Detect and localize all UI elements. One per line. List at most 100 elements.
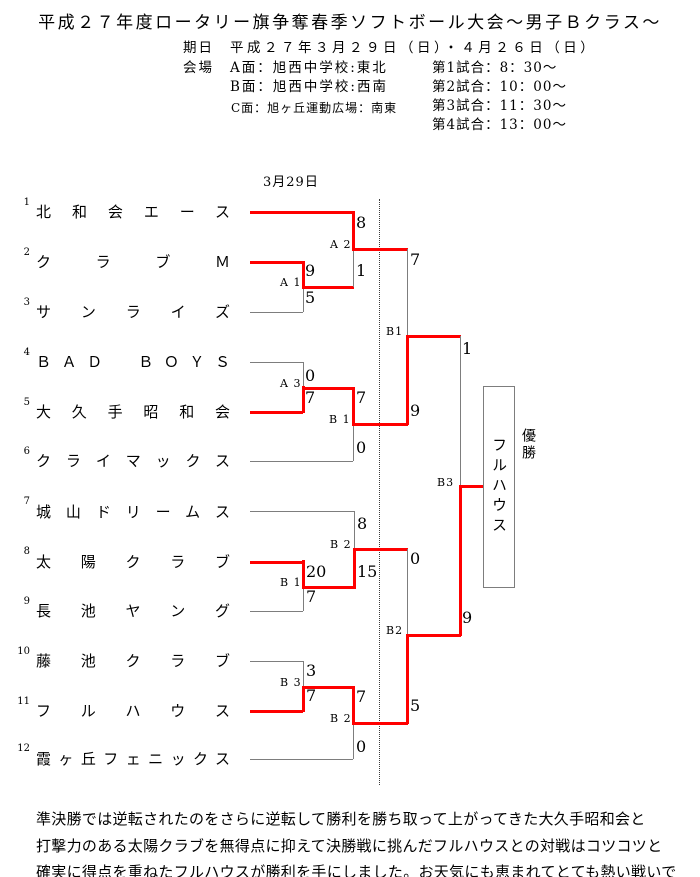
venue-b: B面：旭西中学校:西南: [230, 79, 388, 95]
connector-line: [406, 335, 461, 338]
team-seed: 3: [23, 297, 30, 308]
connector-line: [406, 634, 409, 724]
match-label: B3: [437, 476, 455, 489]
match-score: 9: [305, 261, 316, 280]
connector-line: [459, 485, 484, 488]
connector-line: [353, 424, 354, 461]
round-date-label: 3月29日: [263, 175, 319, 190]
round-divider-line: [379, 199, 380, 785]
venue-c: C面：旭ヶ丘運動広場：南東: [231, 101, 398, 115]
connector-line: [250, 461, 353, 462]
team-name: フルハウス: [36, 702, 230, 720]
venue-a: A面：旭西中学校:東北: [230, 60, 388, 76]
connector-line: [250, 261, 303, 264]
match-score: 3: [306, 661, 317, 680]
game-time-4: 第4試合：13：00～: [432, 117, 567, 133]
match-label: B1: [386, 325, 404, 338]
match-score: 0: [356, 438, 367, 457]
team-name: クライマックス: [36, 452, 230, 470]
connector-line: [250, 561, 303, 564]
team-name: サンライズ: [36, 303, 230, 321]
connector-line: [303, 362, 304, 388]
date-label: 期日: [183, 40, 214, 56]
connector-line: [250, 611, 303, 612]
match-score: 9: [462, 608, 473, 627]
match-score: 7: [306, 686, 317, 705]
team-seed: 1: [23, 197, 30, 208]
match-score: 1: [356, 261, 367, 280]
connector-line: [302, 387, 354, 390]
champion-label: 優勝: [520, 428, 536, 462]
match-label: B 3: [280, 676, 302, 689]
connector-line: [459, 485, 462, 636]
connector-line: [303, 288, 304, 312]
summary-line: 打撃力のある太陽クラブを無得点に抑えて決勝戦に挑んだフルハウスとの対戦はコツコツ…: [36, 836, 663, 855]
game-time-1: 第1試合：8：30～: [432, 60, 558, 76]
team-seed: 9: [23, 596, 30, 607]
connector-line: [352, 686, 355, 724]
connector-line: [302, 586, 355, 589]
match-label: B2: [386, 624, 404, 637]
game-time-2: 第2試合：10：00～: [432, 79, 567, 95]
match-score: 0: [305, 366, 316, 385]
date-value: 平成２７年３月２９日（日）・４月２６日（日）: [230, 40, 598, 56]
team-name: 藤池クラブ: [36, 652, 230, 670]
match-score: 8: [356, 213, 367, 232]
team-name: クラブＭ: [36, 253, 230, 271]
match-label: B 2: [330, 538, 352, 551]
team-seed: 2: [23, 247, 30, 258]
team-name: ＢＡＤ ＢＯＹＳ: [36, 353, 230, 371]
team-seed: 11: [17, 696, 30, 707]
match-label: A 1: [280, 276, 302, 289]
match-score: 0: [410, 549, 421, 568]
team-seed: 7: [23, 496, 30, 507]
match-label: B 2: [330, 712, 352, 725]
connector-line: [250, 411, 303, 414]
team-seed: 4: [23, 347, 30, 358]
connector-line: [353, 723, 354, 759]
match-score: 7: [356, 388, 367, 407]
match-score: 15: [357, 562, 378, 581]
connector-line: [353, 548, 408, 551]
connector-line: [352, 387, 355, 425]
match-score: 7: [410, 250, 421, 269]
team-name: 大久手昭和会: [36, 403, 230, 421]
team-seed: 5: [23, 397, 30, 408]
team-seed: 10: [17, 646, 30, 657]
connector-line: [406, 634, 461, 637]
page-title: 平成２７年度ロータリー旗争奪春季ソフトボール大会～男子Ｂクラス～: [38, 13, 662, 33]
match-score: 7: [356, 687, 367, 706]
team-name: 長池ヤング: [36, 602, 230, 620]
match-score: 1: [462, 339, 473, 358]
connector-line: [352, 211, 355, 251]
match-score: 7: [306, 587, 317, 606]
connector-line: [250, 759, 353, 760]
connector-line: [354, 511, 355, 549]
venue-label: 会場: [183, 60, 214, 76]
connector-line: [353, 249, 354, 287]
connector-line: [250, 312, 303, 313]
summary-line: 準決勝では逆転されたのをさらに逆転して勝利を勝ち取って上がってきた大久手昭和会と: [36, 810, 646, 828]
match-score: 7: [305, 388, 316, 407]
match-score: 5: [410, 696, 421, 715]
team-seed: 8: [23, 546, 30, 557]
connector-line: [352, 248, 408, 251]
connector-line: [302, 386, 305, 413]
connector-line: [352, 423, 408, 426]
connector-line: [303, 587, 304, 611]
match-score: 8: [357, 514, 368, 533]
match-label: B 1: [329, 413, 351, 426]
connector-line: [303, 661, 304, 687]
connector-line: [407, 549, 408, 635]
match-score: 0: [356, 737, 367, 756]
connector-line: [302, 261, 305, 288]
match-label: A 3: [280, 377, 302, 390]
connector-line: [250, 211, 353, 214]
connector-line: [250, 362, 303, 363]
match-label: B 1: [280, 576, 302, 589]
team-name: 北和会エース: [36, 203, 230, 221]
match-score: 5: [305, 288, 316, 307]
connector-line: [302, 686, 354, 689]
connector-line: [302, 686, 305, 712]
